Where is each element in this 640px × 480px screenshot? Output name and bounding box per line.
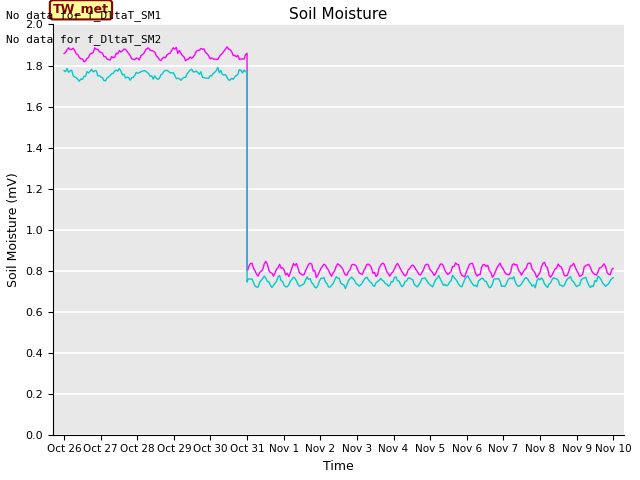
Y-axis label: Soil Moisture (mV): Soil Moisture (mV) [7, 172, 20, 287]
Text: No data for f_DltaT_SM1: No data for f_DltaT_SM1 [6, 10, 162, 21]
Text: No data for f_DltaT_SM2: No data for f_DltaT_SM2 [6, 34, 162, 45]
Text: TW_met: TW_met [53, 3, 109, 16]
X-axis label: Time: Time [323, 460, 354, 473]
Title: Soil Moisture: Soil Moisture [289, 7, 388, 22]
